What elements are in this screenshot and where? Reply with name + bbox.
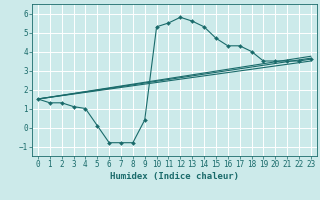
X-axis label: Humidex (Indice chaleur): Humidex (Indice chaleur) [110, 172, 239, 181]
